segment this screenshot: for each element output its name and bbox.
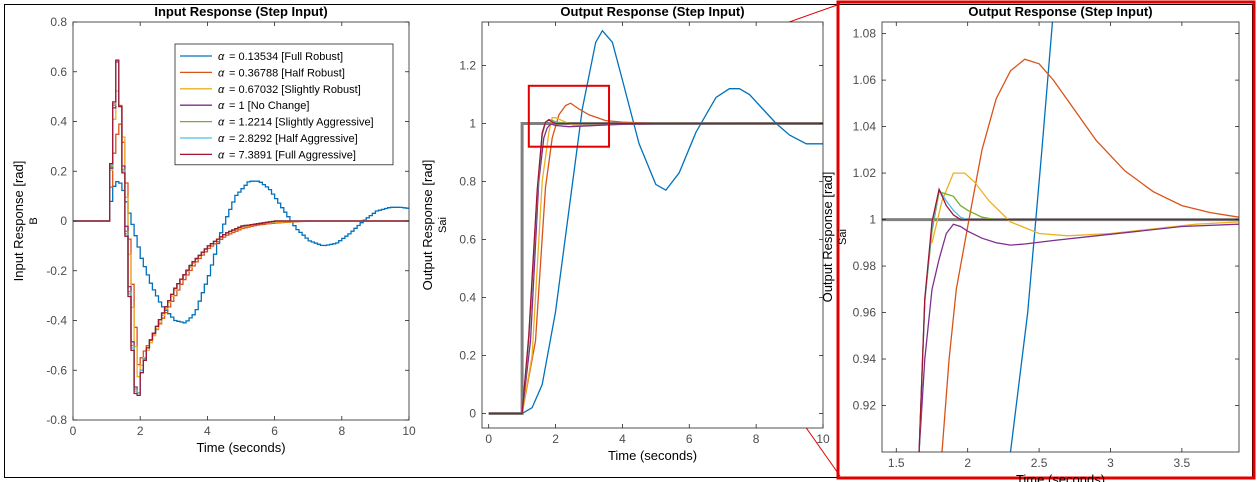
x-tick-label: 8	[338, 424, 345, 438]
plots-group: 0 2 4 6 8 10-0.8-0.6-0.4-0.200.20.40.60.8Inpu…	[11, 4, 1240, 482]
series-group	[882, 22, 1239, 452]
y-axis-label: Input Response [rad]	[11, 161, 26, 282]
series-group	[73, 59, 409, 397]
x-tick-label: 2.5	[1031, 456, 1048, 470]
legend-alpha-symbol: α	[218, 149, 225, 161]
zoom-panel-border	[836, 0, 1256, 480]
y-tick-label: 1.08	[853, 27, 877, 41]
legend-alpha-symbol: α	[218, 51, 225, 63]
y-tick-label: 0	[60, 214, 67, 228]
y-tick-label: -0.8	[46, 413, 67, 427]
x-tick-label: 3.5	[1174, 456, 1191, 470]
chart-2: 0 2 4 6 8 10 0 0.2 0.4 0.6 0.8 1 1.2 Output Response …	[420, 4, 830, 463]
chart-title: Output Response (Step Input)	[968, 4, 1152, 19]
x-tick-label: 1.5	[888, 456, 905, 470]
series-line-4	[918, 223, 1239, 452]
y-tick-label: 1.04	[853, 120, 877, 134]
y-axis-sublabel: Sai	[837, 229, 849, 245]
y-tick-label: 0.92	[853, 399, 877, 413]
y-tick-label: 0.8	[459, 175, 476, 189]
x-tick-label: 8	[753, 432, 760, 446]
x-tick-label: 6	[686, 432, 693, 446]
x-tick-label: 0	[70, 424, 77, 438]
x-tick-label: 2	[552, 432, 559, 446]
series-line-7	[488, 118, 823, 415]
plot-area	[482, 22, 823, 428]
y-tick-label: 0.2	[50, 164, 67, 178]
x-tick-label: 2	[137, 424, 144, 438]
x-tick-label: 3	[1107, 456, 1114, 470]
y-tick-label: 1.2	[459, 59, 476, 73]
series-line-7	[918, 187, 1239, 452]
legend-entry-1: = 0.13534 [Full Robust]	[229, 51, 343, 63]
y-tick-label: 1.06	[853, 73, 877, 87]
legend-entry-6: = 2.8292 [Half Aggressive]	[229, 133, 358, 145]
x-tick-label: 4	[619, 432, 626, 446]
x-axis-label: Time (seconds)	[608, 448, 697, 463]
axes-box	[481, 21, 824, 429]
x-axis-label: Time (seconds)	[196, 440, 285, 455]
y-tick-label: 1	[469, 117, 476, 131]
y-tick-label: 0.98	[853, 259, 877, 273]
x-tick-label: 10	[402, 424, 416, 438]
axes-box	[881, 21, 1240, 453]
legend-entry-5: = 1.2214 [Slightly Aggressive]	[229, 117, 374, 129]
legend-entry-3: = 0.67032 [Slightly Robust]	[229, 84, 361, 96]
legend: α = 0.13534 [Full Robust] α = 0.36788 [Half…	[174, 43, 394, 166]
legend-box	[174, 43, 394, 166]
y-tick-label: -0.4	[46, 314, 67, 328]
legend-alpha-symbol: α	[218, 117, 225, 129]
chart-title: Output Response (Step Input)	[560, 4, 744, 19]
y-tick-label: 0.94	[853, 352, 877, 366]
y-axis-sublabel: Sai	[437, 217, 449, 233]
series-line-2	[941, 58, 1239, 452]
legend-alpha-symbol: α	[218, 84, 225, 96]
chart-title: Input Response (Step Input)	[154, 4, 327, 19]
x-tick-label: 10	[816, 432, 830, 446]
series-line-3	[931, 172, 1239, 243]
y-tick-label: 0.6	[50, 65, 67, 79]
y-tick-label: 1	[869, 213, 876, 227]
legend-alpha-symbol: α	[218, 100, 225, 112]
y-axis-label: Output Response [rad]	[820, 172, 835, 303]
y-tick-label: 0.96	[853, 306, 877, 320]
legend-entry-7: = 7.3891 [Full Aggressive]	[229, 149, 356, 161]
y-tick-label: 0.4	[50, 115, 67, 129]
y-tick-label: -0.2	[46, 264, 67, 278]
series-line-1	[488, 29, 823, 415]
plot-area	[882, 22, 1239, 452]
chart-3: 1.5 2 2.5 3 3.5 0.92 0.94 0.96 0.98 1 1.02 1.04 1.06…	[820, 4, 1240, 482]
y-tick-label: 0	[469, 407, 476, 421]
series-line-1	[73, 180, 409, 324]
x-tick-label: 4	[204, 424, 211, 438]
y-tick-label: 0.8	[50, 15, 67, 29]
y-tick-label: -0.6	[46, 363, 67, 377]
x-tick-label: 2	[964, 456, 971, 470]
series-group	[488, 29, 823, 415]
y-tick-label: 0.2	[459, 349, 476, 363]
y-tick-label: 1.02	[853, 166, 877, 180]
legend-entry-4: = 1 [No Change]	[229, 100, 309, 112]
y-axis-label: Output Response [rad]	[420, 160, 435, 291]
zoom-box	[527, 84, 611, 148]
y-tick-label: 0.6	[459, 233, 476, 247]
legend-alpha-symbol: α	[218, 67, 225, 79]
series-line-7	[73, 59, 409, 397]
y-axis-sublabel: B	[28, 217, 40, 224]
x-axis-label: Time (seconds)	[1016, 472, 1105, 482]
x-tick-label: 0	[485, 432, 492, 446]
legend-entry-2: = 0.36788 [Half Robust]	[229, 67, 345, 79]
chart-1: 0 2 4 6 8 10 -0.8 -0.6 -0.4 -0.2 0 0.2 0.4 0.6 0.8 Inpu…	[11, 4, 416, 455]
legend-alpha-symbol: α	[218, 133, 225, 145]
y-tick-label: 0.4	[459, 291, 476, 305]
x-tick-label: 6	[271, 424, 278, 438]
